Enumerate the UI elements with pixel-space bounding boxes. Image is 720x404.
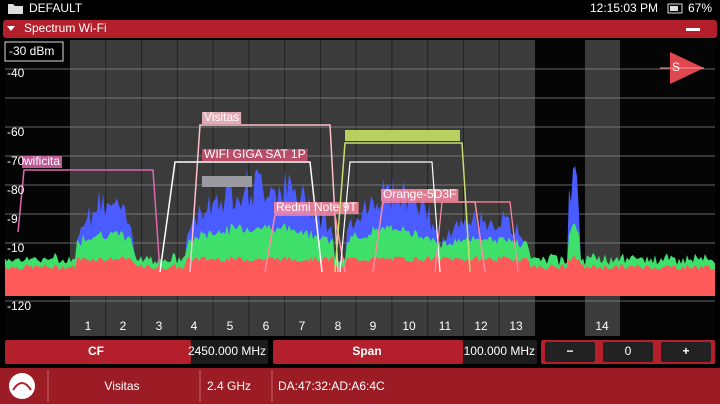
channel-label: 2 bbox=[120, 319, 127, 333]
logo-mark bbox=[12, 382, 32, 391]
footer-band: 2.4 GHz bbox=[207, 379, 251, 393]
y-tick-label: -9 bbox=[7, 212, 18, 226]
cf-value: 2450.000 MHz bbox=[188, 344, 266, 358]
minus-label: − bbox=[566, 344, 573, 358]
network-label-box bbox=[22, 156, 63, 168]
y-tick-label: -40 bbox=[7, 66, 25, 80]
y-tick-label: -120 bbox=[7, 299, 31, 313]
network-outline bbox=[334, 142, 471, 273]
network-label-box bbox=[202, 176, 252, 187]
network-label-box bbox=[202, 149, 308, 161]
minimize-button[interactable] bbox=[686, 28, 700, 31]
channel-label: 13 bbox=[509, 319, 523, 333]
spectrum-plot: wificita Visitas WIFI GIGA SAT 1P Redmi Not… bbox=[4, 40, 715, 336]
y-tick-label: -70 bbox=[7, 154, 25, 168]
cf-label: CF bbox=[88, 344, 104, 358]
channel-label: 6 bbox=[263, 319, 270, 333]
network-outline bbox=[339, 161, 441, 273]
network-label: Orange-5D3F bbox=[383, 187, 456, 201]
ref-level: -30 dBm bbox=[9, 44, 54, 58]
channel-label: 14 bbox=[595, 319, 609, 333]
panel-title-bar bbox=[3, 20, 717, 38]
network-label-box bbox=[345, 130, 460, 141]
cf-button[interactable] bbox=[5, 340, 191, 364]
network-outline bbox=[264, 214, 346, 273]
channel-label: 1 bbox=[85, 319, 92, 333]
clock: 12:15:03 PM bbox=[590, 1, 658, 15]
plus-button[interactable] bbox=[661, 342, 711, 362]
span-field[interactable] bbox=[463, 340, 537, 364]
span-value: 100.000 MHz bbox=[464, 344, 535, 358]
span-button[interactable] bbox=[273, 340, 463, 364]
battery-icon bbox=[667, 3, 683, 14]
network-outline bbox=[372, 201, 486, 273]
network-label-box bbox=[202, 112, 242, 124]
collapse-icon[interactable] bbox=[7, 26, 15, 31]
channel-label: 9 bbox=[370, 319, 377, 333]
channel-label: 8 bbox=[335, 319, 342, 333]
network-label: Redmi Note 9T bbox=[276, 200, 357, 214]
network-label: WIFI GIGA SAT 1P bbox=[204, 147, 306, 161]
channel-label: 11 bbox=[439, 319, 452, 333]
cf-field[interactable] bbox=[191, 340, 268, 364]
footer-ssid: Visitas bbox=[104, 379, 139, 393]
span-label: Span bbox=[352, 344, 381, 358]
network-outline bbox=[434, 201, 519, 273]
channel-label: 4 bbox=[191, 319, 198, 333]
y-tick-label: -60 bbox=[7, 125, 25, 139]
trace-min bbox=[5, 256, 715, 296]
network-label-box bbox=[274, 202, 359, 214]
minus-button[interactable] bbox=[545, 342, 595, 362]
network-label: Visitas bbox=[204, 110, 239, 124]
profile-name: DEFAULT bbox=[29, 1, 83, 15]
y-tick-label: -10 bbox=[7, 241, 25, 255]
channel-label: 3 bbox=[156, 319, 163, 333]
plus-label: + bbox=[682, 344, 689, 358]
footer-bar bbox=[0, 368, 720, 404]
network-outline bbox=[17, 169, 161, 273]
step-field[interactable] bbox=[603, 342, 653, 362]
channel-label: 10 bbox=[402, 319, 416, 333]
battery-level bbox=[670, 6, 678, 11]
folder-icon bbox=[8, 4, 23, 14]
panel-title: Spectrum Wi-Fi bbox=[24, 21, 107, 35]
footer-bssid: DA:47:32:AD:A6:4C bbox=[278, 379, 385, 393]
marker-label: S bbox=[672, 60, 680, 74]
step-value: 0 bbox=[625, 344, 632, 358]
network-outline bbox=[189, 124, 339, 273]
channel-label: 7 bbox=[299, 319, 306, 333]
network-label: wificita bbox=[23, 154, 60, 168]
battery-text: 67% bbox=[688, 1, 712, 15]
ref-level-box bbox=[4, 41, 64, 62]
logo[interactable] bbox=[9, 373, 35, 399]
network-label-box bbox=[381, 189, 459, 201]
channel-label: 12 bbox=[474, 319, 488, 333]
y-tick-label: -80 bbox=[7, 183, 25, 197]
channel-label: 5 bbox=[227, 319, 234, 333]
network-outline bbox=[159, 161, 323, 273]
